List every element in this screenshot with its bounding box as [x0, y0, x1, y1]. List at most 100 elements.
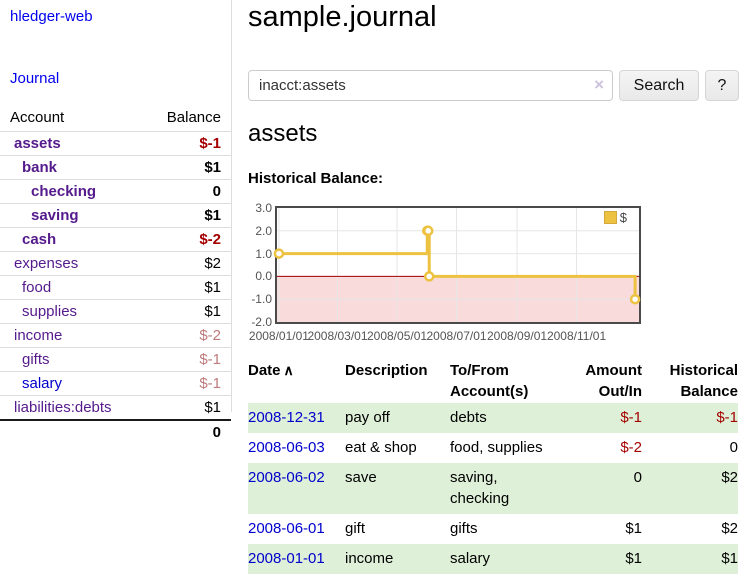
- register-header-row: Date ∧ Description To/From Account(s) Amo…: [248, 358, 738, 403]
- x-axis-tick: 2008/09/01: [487, 329, 548, 343]
- account-link-salary[interactable]: salary: [22, 375, 63, 392]
- amount-column-header: Amount Out/In: [585, 362, 642, 400]
- y-axis-tick: 1.0: [255, 246, 272, 261]
- transaction-date-link[interactable]: 2008-12-31: [248, 409, 325, 426]
- account-link-bank[interactable]: bank: [22, 159, 58, 176]
- accounts-table-header: Account Balance: [0, 104, 231, 131]
- description-column-header: Description: [345, 362, 428, 379]
- transaction-date-link[interactable]: 2008-01-01: [248, 550, 325, 567]
- x-axis-tick: 2008/03/01: [307, 329, 368, 343]
- transaction-accounts: gifts: [450, 520, 478, 537]
- register-table: Date ∧ Description To/From Account(s) Amo…: [248, 358, 738, 574]
- account-link-supplies[interactable]: supplies: [22, 303, 78, 320]
- data-point-marker: [422, 225, 434, 237]
- data-point-marker: [629, 293, 641, 305]
- transaction-description: gift: [345, 520, 366, 537]
- search-form: × Search ?: [248, 70, 742, 101]
- date-column-header[interactable]: Date ∧: [248, 360, 345, 381]
- register-rows: 2008-12-31 pay off debts $-1 $-1 2008-06-03 ea…: [248, 403, 738, 574]
- transaction-date-cell: 2008-01-01: [248, 548, 345, 569]
- account-balance: $-1: [199, 375, 221, 392]
- account-link-income[interactable]: income: [14, 327, 63, 344]
- account-balance: $1: [204, 303, 221, 320]
- brand-link[interactable]: hledger-web: [10, 8, 93, 25]
- account-row: cash $-2: [0, 227, 231, 251]
- transaction-description: eat & shop: [345, 439, 417, 456]
- nav-journal-link[interactable]: Journal: [10, 70, 60, 87]
- page-title: sample.journal: [248, 1, 437, 33]
- transaction-amount: $1: [625, 520, 642, 537]
- search-button[interactable]: Search: [619, 70, 699, 101]
- clear-search-icon[interactable]: ×: [594, 75, 604, 94]
- chart-plot-area: $: [273, 206, 641, 324]
- transaction-date-link[interactable]: 2008-06-01: [248, 520, 325, 537]
- register-row: 2008-12-31 pay off debts $-1 $-1: [248, 403, 738, 433]
- account-balance: $-2: [199, 231, 221, 248]
- account-balance: $1: [204, 279, 221, 296]
- data-point-marker: [423, 271, 435, 282]
- transaction-amount: 0: [633, 469, 642, 486]
- register-row: 2008-06-03 eat & shop food, supplies $-2 0: [248, 433, 738, 463]
- account-title: assets: [248, 120, 318, 147]
- y-axis-tick: 2.0: [255, 223, 272, 238]
- account-column-header: Account: [10, 109, 65, 126]
- transaction-accounts: food, supplies: [450, 439, 543, 456]
- transaction-balance: $2: [721, 469, 738, 486]
- search-input[interactable]: [248, 70, 613, 101]
- transaction-date-link[interactable]: 2008-06-02: [248, 469, 325, 486]
- account-link-cash[interactable]: cash: [22, 231, 57, 248]
- account-row: liabilities:debts $1: [0, 395, 231, 419]
- account-row: checking 0: [0, 179, 231, 203]
- account-row: expenses $2: [0, 251, 231, 275]
- account-link-food[interactable]: food: [22, 279, 52, 296]
- transaction-accounts: salary: [450, 550, 491, 567]
- transaction-date-link[interactable]: 2008-06-03: [248, 439, 325, 456]
- data-point-marker: [273, 248, 285, 259]
- account-row: bank $1: [0, 155, 231, 179]
- balance-column-header: Historical Balance: [669, 362, 738, 400]
- register-row: 2008-06-01 gift gifts $1 $2: [248, 514, 738, 544]
- accounts-table: Account Balance assets $-1 bank $1 checking 0…: [0, 104, 231, 443]
- historical-balance-chart[interactable]: 3.0 2.0 1.0 0.0 -1.0 -2.0 $ 2008/01/01 2008/03…: [248, 199, 742, 347]
- chart-heading: Historical Balance:: [248, 170, 384, 187]
- register-row: 2008-06-02 save saving, checking 0 $2: [248, 463, 738, 514]
- account-balance: $1: [204, 207, 221, 224]
- accounts-rows: assets $-1 bank $1 checking 0 saving $1 cash $-2 e…: [0, 131, 231, 419]
- transaction-balance: $1: [721, 550, 738, 567]
- account-row: saving $1: [0, 203, 231, 227]
- transaction-amount: $1: [625, 550, 642, 567]
- account-link-liabilities-debts[interactable]: liabilities:debts: [14, 399, 112, 416]
- account-link-expenses[interactable]: expenses: [14, 255, 79, 272]
- y-axis-tick: 3.0: [255, 201, 272, 215]
- accounts-total-row: 0: [0, 419, 231, 443]
- x-axis-tick: 2008/05/01: [366, 329, 428, 343]
- account-link-assets[interactable]: assets: [14, 135, 61, 152]
- account-row: income $-2: [0, 323, 231, 347]
- transaction-accounts: saving, checking: [450, 469, 510, 507]
- account-row: salary $-1: [0, 371, 231, 395]
- account-link-checking[interactable]: checking: [31, 183, 97, 200]
- transaction-amount: $-1: [620, 409, 642, 426]
- x-axis-tick: 2008/07/01: [426, 329, 487, 343]
- account-row: gifts $-1: [0, 347, 231, 371]
- account-balance: $-2: [199, 327, 221, 344]
- account-row: assets $-1: [0, 131, 231, 155]
- transaction-description: pay off: [345, 409, 390, 426]
- account-link-saving[interactable]: saving: [31, 207, 79, 224]
- transaction-balance: $-1: [716, 409, 738, 426]
- account-row: food $1: [0, 275, 231, 299]
- transaction-balance: $2: [721, 520, 738, 537]
- transaction-balance: 0: [729, 439, 738, 456]
- help-button[interactable]: ?: [705, 70, 739, 101]
- transaction-accounts: debts: [450, 409, 487, 426]
- sidebar-divider: [231, 0, 232, 412]
- transaction-date-cell: 2008-06-02: [248, 467, 345, 488]
- account-link-gifts[interactable]: gifts: [22, 351, 50, 368]
- account-row: supplies $1: [0, 299, 231, 323]
- series-label: $: [619, 210, 627, 225]
- transaction-date-cell: 2008-06-01: [248, 518, 345, 539]
- account-balance: $1: [204, 159, 221, 176]
- account-balance: $-1: [199, 135, 221, 152]
- chart-legend: $: [603, 210, 627, 225]
